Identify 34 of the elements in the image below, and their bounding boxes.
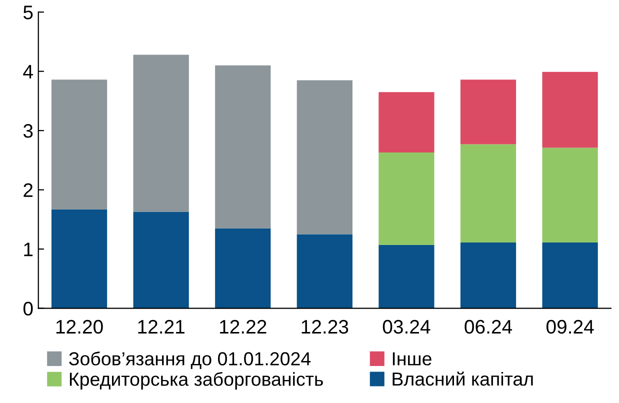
x-tick-label: 12.20: [56, 320, 103, 334]
legend-label: Власний капітал: [392, 372, 533, 386]
x-tick-label: 12.22: [220, 320, 266, 334]
x-tick-label: 12.23: [302, 320, 348, 334]
bar: [133, 54, 189, 212]
bar: [542, 148, 598, 243]
bar: [215, 228, 271, 308]
bar: [51, 80, 108, 210]
y-tick-label: 4: [23, 65, 33, 78]
x-tick-label: 06.24: [464, 320, 512, 334]
bar: [215, 65, 271, 228]
x-tick-label: 09.24: [546, 320, 594, 334]
bar: [378, 244, 434, 308]
legend-label: Кредиторська заборгованість: [70, 372, 323, 390]
bar: [296, 80, 352, 234]
bar: [378, 92, 434, 152]
bar: [460, 242, 516, 308]
y-tick-label: 1: [24, 242, 33, 256]
legend-label: Зобов’язання до 01.01.2024: [69, 351, 311, 369]
bar: [542, 242, 598, 308]
bar: [460, 80, 516, 144]
y-tick-label: 2: [24, 183, 33, 197]
bar: [542, 72, 598, 148]
bar: [460, 144, 516, 243]
bar: [51, 209, 108, 308]
bar: [378, 152, 434, 245]
y-tick-label: 5: [23, 6, 33, 20]
x-tick-label: 12.21: [138, 320, 184, 334]
bar: [133, 212, 189, 308]
y-tick-label: 3: [23, 124, 33, 138]
x-tick-label: 03.24: [382, 320, 430, 334]
legend-label: Інше: [392, 352, 432, 366]
y-tick-label: 0: [23, 302, 33, 316]
bar: [296, 234, 352, 308]
